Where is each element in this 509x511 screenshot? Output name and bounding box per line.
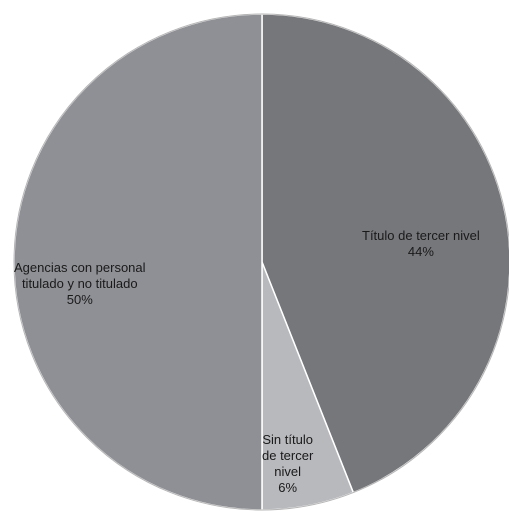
slice-label-percent: 6% <box>278 480 298 495</box>
slice-label-name-line-2: de tercer <box>262 448 314 463</box>
slice-label-name-line-3: nivel <box>274 464 302 479</box>
slice-label-sin-titulo: Sin título de tercer nivel 6% <box>262 432 313 496</box>
slice-label-name-line-1: Agencias con personal <box>14 260 146 275</box>
slice-label-name-line-2: titulado y no titulado <box>21 276 138 291</box>
slice-label-percent: 44% <box>407 244 434 259</box>
slice-label-titulo-tercer-nivel: Título de tercer nivel 44% <box>362 228 480 260</box>
pie-slice-0 <box>261 13 509 494</box>
slice-label-name: Título de tercer nivel <box>362 228 480 243</box>
pie-slices <box>13 13 509 511</box>
pie-rim <box>13 13 509 511</box>
slice-label-name-line-1: Sin título <box>262 432 313 447</box>
slice-label-agencias-mixtas: Agencias con personal titulado y no titu… <box>14 260 146 308</box>
slice-label-percent: 50% <box>66 292 93 307</box>
pie-slice-2 <box>13 13 263 511</box>
